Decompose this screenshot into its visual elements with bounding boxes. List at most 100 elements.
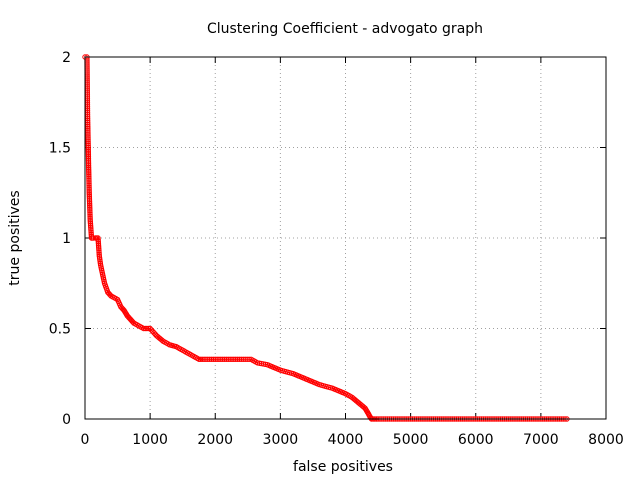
data-point xyxy=(214,356,220,362)
data-point xyxy=(145,325,152,332)
data-point xyxy=(86,171,92,178)
data-point xyxy=(96,247,102,254)
data-point xyxy=(87,206,93,212)
data-point xyxy=(246,356,252,362)
data-point xyxy=(231,356,237,362)
data-point xyxy=(85,125,91,131)
data-point xyxy=(216,356,222,362)
y-tick-labels: 0 0.5 1 1.5 2 xyxy=(49,50,71,428)
data-point xyxy=(88,226,94,232)
x-tick-label: 6000 xyxy=(458,432,494,448)
series-group xyxy=(82,54,570,422)
data-point xyxy=(85,159,92,165)
data-point xyxy=(85,129,91,135)
data-point xyxy=(210,356,217,362)
data-point xyxy=(85,131,91,137)
data-point xyxy=(242,356,248,362)
data-point xyxy=(203,356,209,362)
chart-title: Clustering Coefficient - advogato graph xyxy=(207,21,483,37)
data-point xyxy=(85,166,92,172)
y-axis-label: true positives xyxy=(7,190,23,285)
x-tick-label: 3000 xyxy=(263,432,299,448)
data-point xyxy=(151,330,157,336)
data-point xyxy=(86,190,92,196)
y-tick-label: 0.5 xyxy=(49,322,71,338)
data-point xyxy=(86,200,93,207)
data-point xyxy=(85,144,91,151)
data-point xyxy=(236,356,243,362)
x-tick-label: 7000 xyxy=(523,432,559,448)
data-point xyxy=(219,356,226,362)
data-point xyxy=(85,161,92,167)
data-point xyxy=(87,215,93,221)
data-point xyxy=(86,202,93,209)
data-point xyxy=(86,188,92,194)
data-point xyxy=(95,242,102,248)
data-point xyxy=(85,121,91,128)
series-markers xyxy=(82,54,570,422)
data-point xyxy=(86,195,93,201)
x-tick-label: 2000 xyxy=(197,432,233,448)
data-point xyxy=(86,182,92,189)
x-tick-label: 5000 xyxy=(393,432,429,448)
x-tick-label: 8000 xyxy=(588,432,624,448)
data-point xyxy=(85,133,91,139)
data-point xyxy=(87,217,93,223)
data-point xyxy=(208,356,215,362)
y-tick-label: 1.5 xyxy=(49,141,71,157)
data-point xyxy=(199,356,205,362)
data-point xyxy=(95,240,102,247)
data-point xyxy=(85,119,91,126)
data-point xyxy=(212,356,218,362)
data-point xyxy=(87,204,93,210)
data-point xyxy=(96,249,102,256)
data-point xyxy=(86,179,92,185)
x-tick-labels: 0 1000 2000 3000 4000 5000 6000 7000 8000 xyxy=(81,432,624,448)
grid xyxy=(85,57,606,419)
data-point xyxy=(85,140,91,147)
data-point xyxy=(85,137,91,143)
data-point xyxy=(95,237,101,243)
data-point xyxy=(85,139,91,145)
data-point xyxy=(87,208,93,214)
data-point xyxy=(96,246,102,252)
data-point xyxy=(85,123,91,130)
data-point xyxy=(85,142,91,149)
data-point xyxy=(85,157,92,163)
data-point xyxy=(206,356,213,362)
data-point xyxy=(96,251,102,257)
data-point xyxy=(86,170,92,176)
data-point xyxy=(85,153,92,160)
data-point xyxy=(86,184,92,191)
data-point xyxy=(86,181,92,187)
y-tick-label: 2 xyxy=(62,50,71,66)
data-point xyxy=(86,168,92,174)
data-point xyxy=(87,209,93,216)
data-point xyxy=(95,238,101,245)
x-tick-label: 4000 xyxy=(328,432,364,448)
data-point xyxy=(86,193,93,200)
data-point xyxy=(86,199,93,205)
data-point xyxy=(95,244,102,250)
data-point xyxy=(197,356,204,362)
data-point xyxy=(87,220,94,227)
data-point xyxy=(85,152,92,158)
x-tick-label: 1000 xyxy=(132,432,168,448)
data-point xyxy=(218,356,224,362)
data-point xyxy=(221,356,228,362)
data-point xyxy=(87,213,93,219)
data-point xyxy=(196,356,202,362)
data-point xyxy=(144,325,150,332)
data-point xyxy=(225,356,231,362)
data-point xyxy=(85,148,92,154)
data-point xyxy=(95,235,101,241)
data-point xyxy=(87,219,94,225)
data-point xyxy=(85,162,92,169)
data-point xyxy=(88,224,94,230)
x-tick-label: 0 xyxy=(81,432,90,448)
data-point xyxy=(201,356,207,362)
x-axis-label: false positives xyxy=(293,459,393,475)
data-point xyxy=(86,197,93,203)
data-point xyxy=(205,356,211,362)
data-point xyxy=(87,222,94,229)
